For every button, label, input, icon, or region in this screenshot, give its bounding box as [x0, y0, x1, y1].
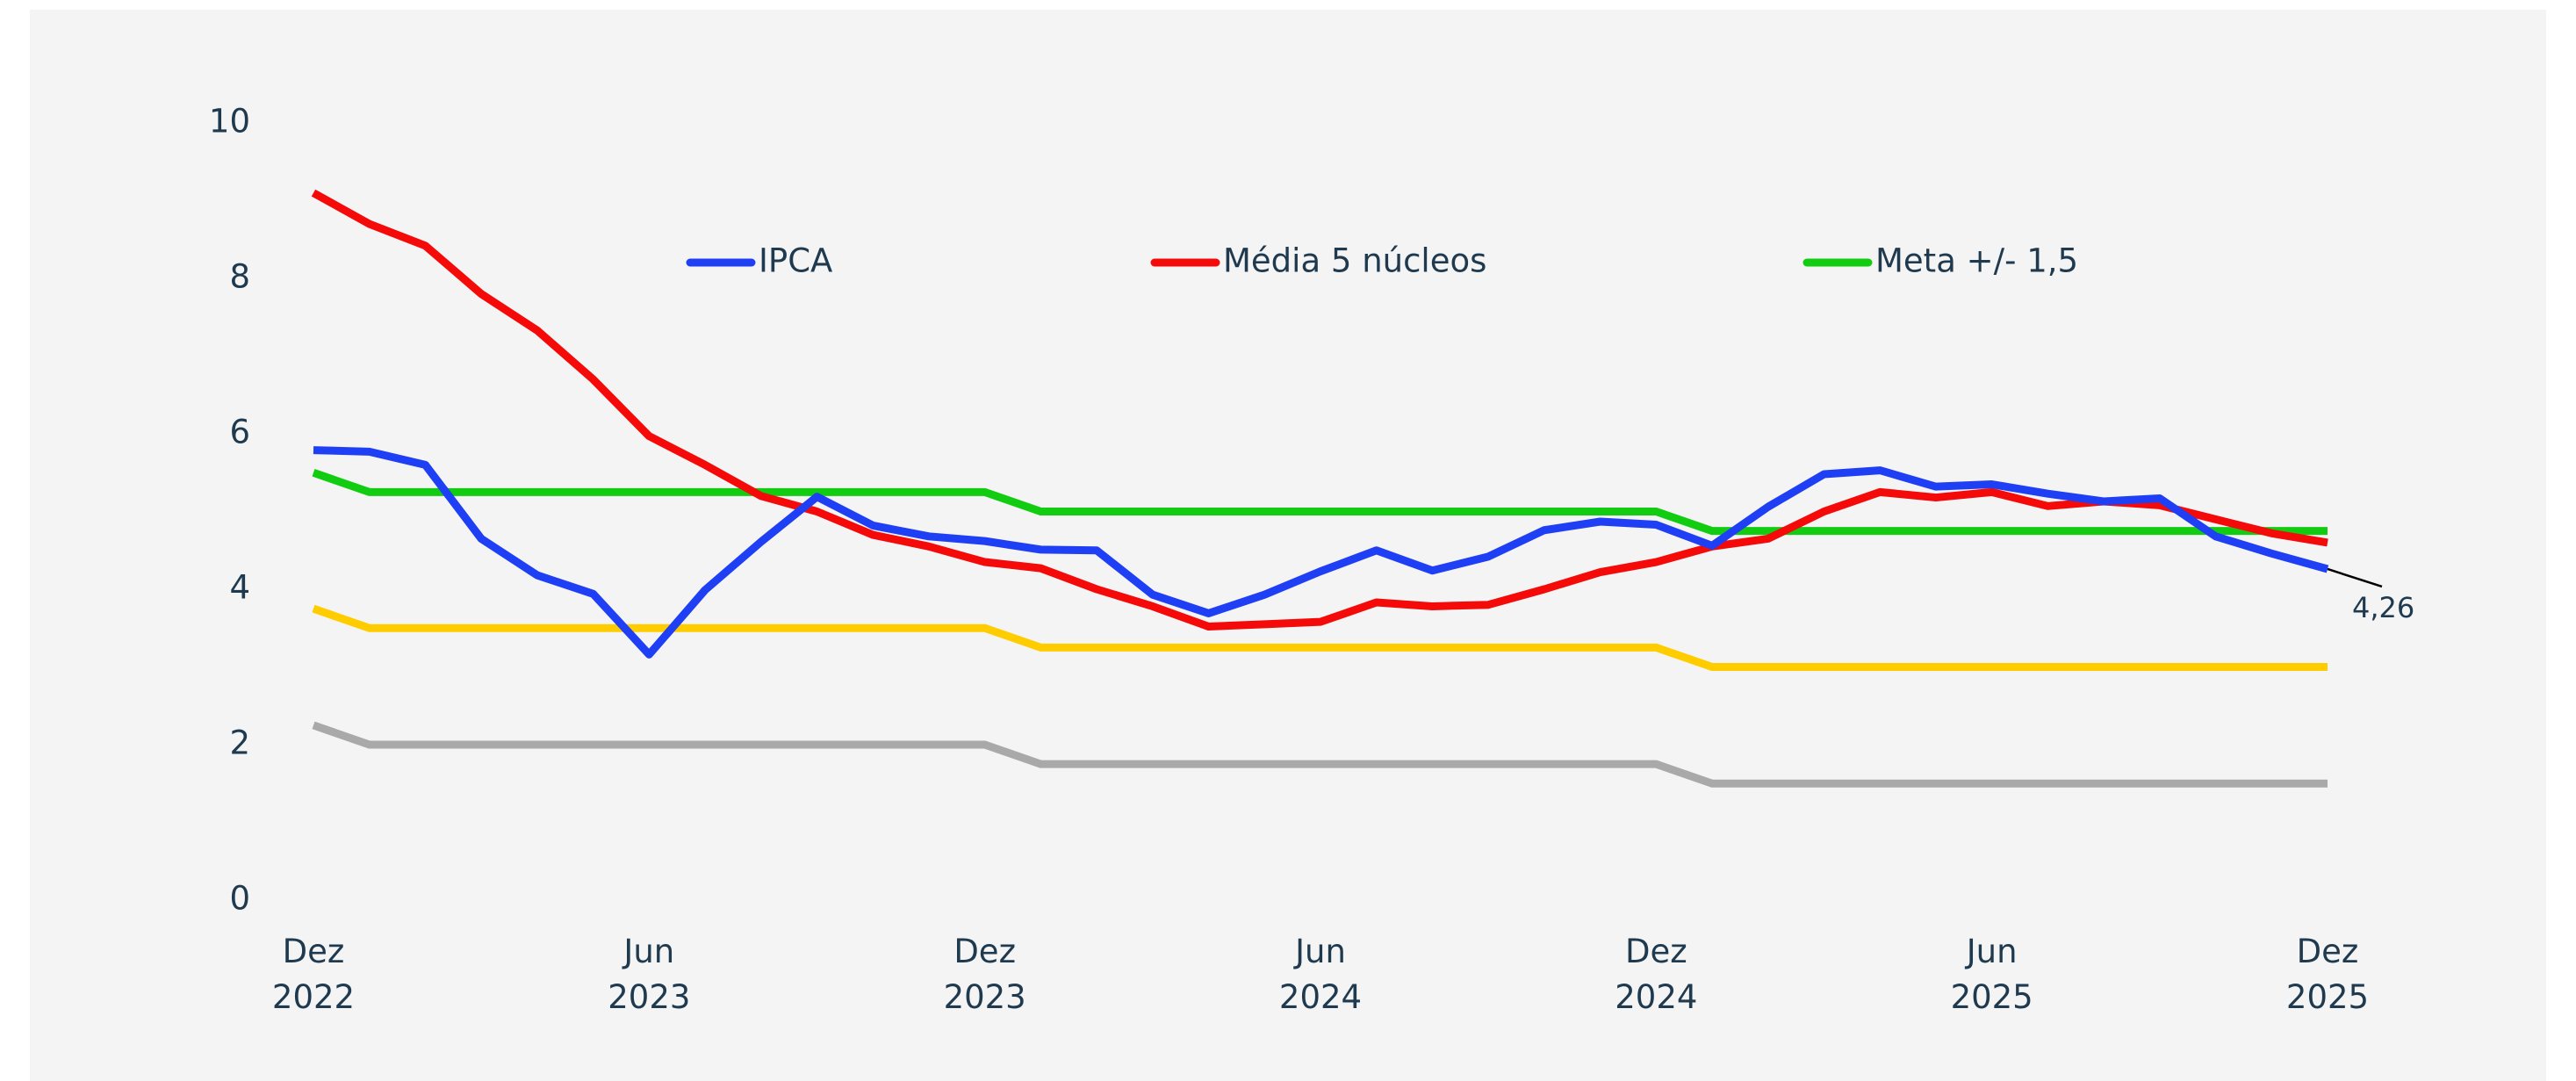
series-line — [311, 189, 2328, 631]
series-line — [312, 468, 2328, 536]
series-line — [312, 604, 2328, 671]
y-tick-label: 10 — [209, 103, 250, 141]
x-tick-label: Dez 2025 — [2285, 933, 2370, 1016]
legend-label: IPCA — [759, 242, 832, 280]
chart-background — [30, 10, 2546, 1081]
legend-label: Média 5 núcleos — [1223, 242, 1486, 280]
x-tick-label: Dez 2022 — [271, 933, 356, 1016]
x-tick-label: Dez 2024 — [1615, 933, 1698, 1016]
y-tick-label: 4 — [229, 569, 250, 607]
series-line — [313, 446, 2329, 659]
series-line — [312, 721, 2328, 788]
legend-label: Meta +/- 1,5 — [1875, 242, 2078, 280]
y-tick-label: 6 — [229, 414, 250, 451]
value-label: 4,26 — [2352, 591, 2414, 624]
x-tick-label: Jun 2023 — [608, 933, 691, 1016]
y-tick-label: 2 — [229, 724, 250, 762]
x-tick-label: Jun 2024 — [1278, 933, 1363, 1016]
x-tick-label: Dez 2023 — [943, 933, 1026, 1016]
y-tick-label: 8 — [229, 258, 250, 296]
label-leader — [2327, 567, 2383, 588]
x-tick-label: Jun 2025 — [1950, 933, 2033, 1016]
y-tick-label: 0 — [229, 880, 250, 918]
